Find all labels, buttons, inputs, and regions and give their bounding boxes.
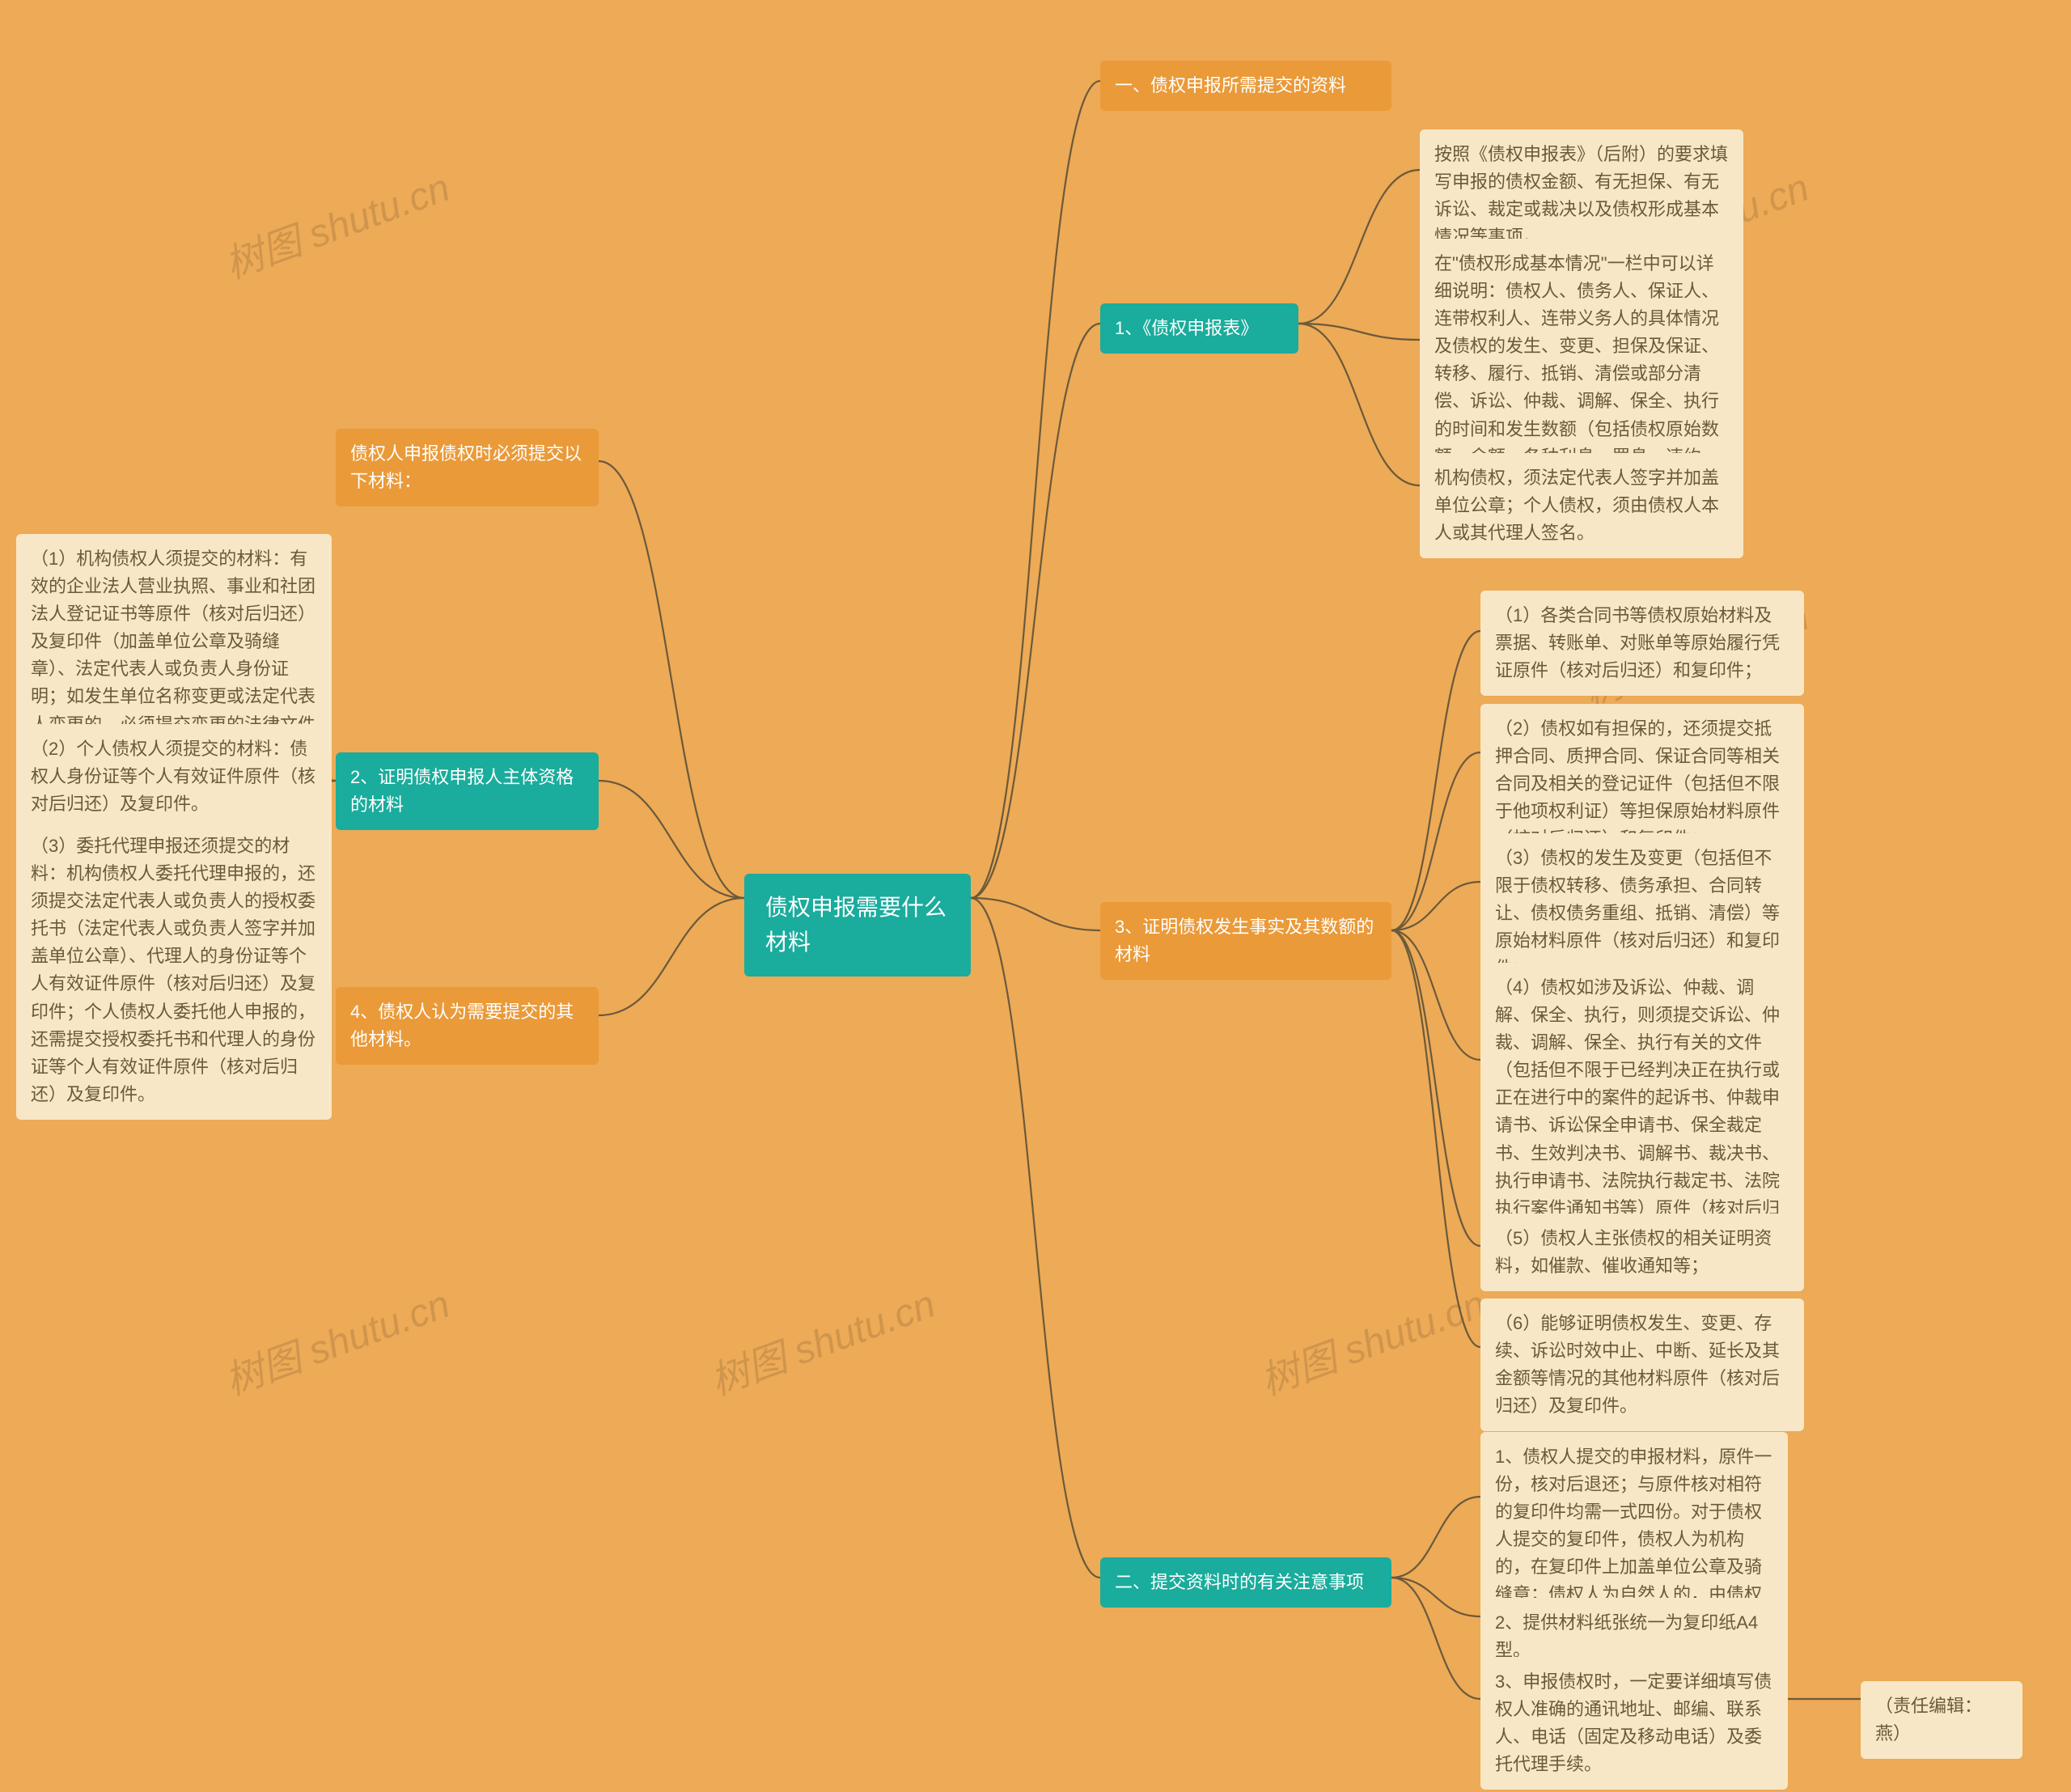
watermark: 树图 shutu.cn [216,1272,456,1405]
left-s2-item-2[interactable]: （2）个人债权人须提交的材料：债权人身份证等个人有效证件原件（核对后归还）及复印… [16,724,332,829]
right-s3-item-5[interactable]: （5）债权人主张债权的相关证明资料，如催款、催收通知等； [1480,1214,1804,1291]
left-s2-item-3[interactable]: （3）委托代理申报还须提交的材料：机构债权人委托代理申报的，还须提交法定代表人或… [16,821,332,1120]
left-intro[interactable]: 债权人申报债权时必须提交以下材料： [336,429,599,506]
right-h2-item-3[interactable]: 3、申报债权时，一定要详细填写债权人准确的通讯地址、邮编、联系人、电话（固定及移… [1480,1657,1788,1790]
right-h1[interactable]: 一、债权申报所需提交的资料 [1100,61,1391,111]
watermark: 树图 shutu.cn [216,155,456,289]
right-s3-item-1[interactable]: （1）各类合同书等债权原始材料及票据、转账单、对账单等原始履行凭证原件（核对后归… [1480,591,1804,696]
right-s3-title[interactable]: 3、证明债权发生事实及其数额的材料 [1100,902,1391,980]
right-s3-item-6[interactable]: （6）能够证明债权发生、变更、存续、诉讼时效中止、中断、延长及其金额等情况的其他… [1480,1298,1804,1431]
right-s1-item-3[interactable]: 机构债权，须法定代表人签字并加盖单位公章；个人债权，须由债权人本人或其代理人签名… [1420,453,1743,558]
root-node[interactable]: 债权申报需要什么材料 [744,874,971,976]
right-h2-title[interactable]: 二、提交资料时的有关注意事项 [1100,1557,1391,1608]
left-s2-title[interactable]: 2、证明债权申报人主体资格的材料 [336,752,599,830]
left-s4[interactable]: 4、债权人认为需要提交的其他材料。 [336,987,599,1065]
watermark: 树图 shutu.cn [1251,1272,1492,1405]
right-h2-tail[interactable]: （责任编辑：燕） [1861,1681,2022,1759]
right-s1-title[interactable]: 1、《债权申报表》 [1100,303,1298,354]
watermark: 树图 shutu.cn [701,1272,942,1405]
